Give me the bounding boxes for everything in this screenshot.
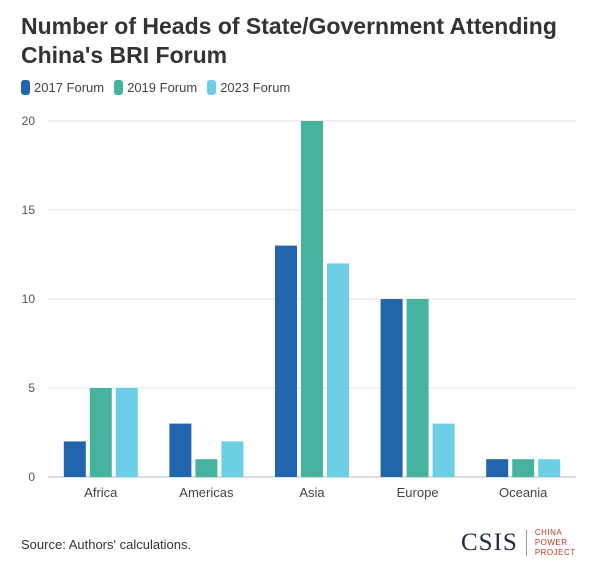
x-tick-label-europe: Europe <box>397 485 439 500</box>
x-axis-labels: Africa Americas Asia Europe Oceania <box>84 485 548 500</box>
legend: 2017 Forum 2019 Forum 2023 Forum <box>21 80 290 95</box>
bars <box>63 121 561 477</box>
y-tick-label-15: 15 <box>22 203 36 217</box>
legend-label-2023: 2023 Forum <box>220 80 291 95</box>
bar-africa-2019 <box>89 388 112 477</box>
source-note: Source: Authors' calculations. <box>21 537 192 552</box>
x-tick-label-africa: Africa <box>84 485 118 500</box>
y-axis-ticks: 0 5 10 15 20 <box>22 114 36 484</box>
bar-africa-2023 <box>115 388 138 477</box>
y-tick-label-10: 10 <box>22 292 36 306</box>
y-tick-label-20: 20 <box>22 114 36 128</box>
legend-label-2019: 2019 Forum <box>127 80 198 95</box>
legend-item-2017: 2017 Forum <box>21 80 104 95</box>
chart-title: Number of Heads of State/Government Atte… <box>21 13 557 68</box>
logo-divider <box>525 530 527 556</box>
bar-asia-2017 <box>275 245 297 477</box>
x-tick-label-americas: Americas <box>179 485 234 500</box>
csis-logo: CSIS CHINA POWER PROJECT <box>461 528 597 558</box>
bar-oceania-2023 <box>538 459 561 477</box>
bar-americas-2017 <box>169 423 192 477</box>
logo-sub-text: CHINA POWER PROJECT <box>534 528 576 557</box>
x-tick-label-asia: Asia <box>299 485 325 500</box>
legend-label-2017: 2017 Forum <box>34 80 105 95</box>
bar-europe-2017 <box>380 299 403 477</box>
bar-africa-2017 <box>63 441 86 477</box>
bar-americas-2023 <box>221 441 244 477</box>
legend-item-2023: 2023 Forum <box>207 80 290 95</box>
legend-swatch-2017 <box>21 80 30 95</box>
bar-oceania-2019 <box>512 459 535 477</box>
bar-americas-2019 <box>195 459 218 477</box>
y-tick-label-0: 0 <box>28 470 35 484</box>
bar-europe-2023 <box>432 423 455 477</box>
bar-europe-2019 <box>406 299 429 477</box>
logo-main-text: CSIS <box>461 529 518 556</box>
bar-oceania-2017 <box>486 459 509 477</box>
legend-item-2019: 2019 Forum <box>114 80 197 95</box>
x-tick-label-oceania: Oceania <box>499 485 548 500</box>
bar-asia-2019 <box>301 121 323 477</box>
legend-swatch-2023 <box>207 80 217 95</box>
bar-asia-2023 <box>327 263 349 477</box>
y-tick-label-5: 5 <box>28 381 35 395</box>
legend-swatch-2019 <box>114 80 124 95</box>
